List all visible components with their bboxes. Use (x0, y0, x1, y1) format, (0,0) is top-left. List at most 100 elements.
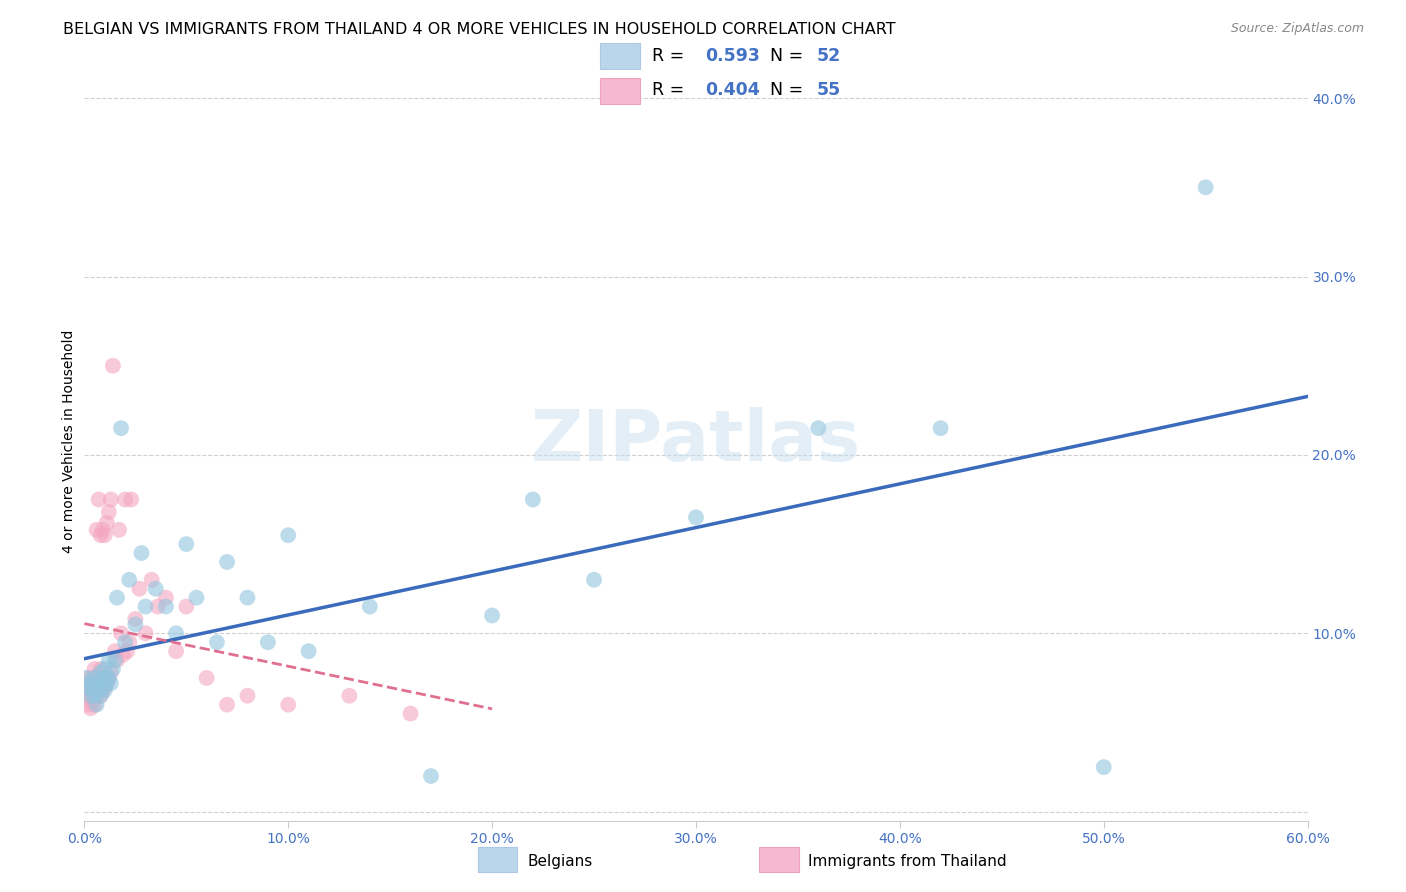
Point (96, 516, 118, 530)
Point (77, 698, 100, 712)
Point (97, 653, 120, 667)
Point (100, 665, 122, 680)
Point (91, 671, 114, 685)
Point (174, 599, 197, 614)
Point (82, 683, 104, 698)
Point (86, 523, 108, 537)
Y-axis label: 4 or more Vehicles in Household: 4 or more Vehicles in Household (62, 330, 76, 553)
Point (87, 683, 110, 698)
Text: N =: N = (770, 81, 808, 99)
Text: R =: R = (652, 46, 690, 65)
Point (155, 591, 177, 605)
Point (128, 582, 150, 596)
Point (96, 676, 118, 690)
FancyBboxPatch shape (600, 44, 640, 69)
Text: 0.593: 0.593 (704, 46, 759, 65)
Point (96, 676, 118, 690)
FancyBboxPatch shape (600, 78, 640, 104)
Point (257, 635, 280, 649)
Point (146, 599, 169, 614)
Point (124, 617, 146, 632)
Point (165, 626, 187, 640)
Point (277, 698, 299, 712)
Point (114, 492, 136, 507)
Point (93, 671, 115, 685)
Text: 55: 55 (817, 81, 841, 99)
Point (115, 644, 138, 658)
Point (82, 671, 104, 685)
Point (75, 671, 97, 685)
Point (1092, 760, 1115, 774)
Point (359, 599, 381, 614)
Point (236, 591, 259, 605)
Point (77, 689, 100, 703)
Point (77, 671, 100, 685)
Point (93, 680, 115, 694)
Point (112, 648, 135, 662)
Point (87, 492, 110, 507)
Point (75, 683, 97, 698)
Point (77, 680, 100, 694)
Point (100, 676, 122, 690)
Point (195, 671, 218, 685)
Point (90, 689, 112, 703)
Point (90, 662, 112, 676)
Point (91, 523, 114, 537)
Point (83, 689, 105, 703)
Point (135, 626, 157, 640)
Point (90, 689, 112, 703)
Point (399, 706, 422, 721)
Point (186, 591, 208, 605)
Point (97, 505, 120, 519)
Point (174, 537, 197, 551)
Point (141, 573, 163, 587)
Point (685, 510, 707, 524)
Point (86, 698, 108, 712)
Point (79, 689, 101, 703)
Point (481, 608, 503, 623)
Point (165, 644, 187, 658)
Point (236, 689, 259, 703)
Point (105, 591, 128, 605)
Text: 0.404: 0.404 (704, 81, 759, 99)
Point (93, 662, 115, 676)
Point (298, 644, 321, 658)
Point (100, 492, 122, 507)
Point (87, 676, 110, 690)
Text: N =: N = (770, 46, 808, 65)
Point (217, 698, 239, 712)
Point (118, 573, 141, 587)
Point (807, 421, 830, 435)
Text: ZIPatlas: ZIPatlas (531, 407, 860, 476)
Point (87, 676, 110, 690)
Point (86, 689, 108, 703)
Point (96, 671, 118, 685)
Point (583, 573, 606, 587)
Text: Immigrants from Thailand: Immigrants from Thailand (808, 855, 1007, 869)
Point (90, 528, 112, 542)
Point (110, 626, 132, 640)
Point (124, 612, 146, 626)
Text: R =: R = (652, 81, 690, 99)
Point (217, 555, 239, 569)
Point (110, 421, 132, 435)
Point (135, 599, 157, 614)
Point (114, 635, 136, 649)
Point (339, 689, 361, 703)
Point (93, 528, 115, 542)
Text: 52: 52 (817, 46, 841, 65)
Point (522, 492, 544, 507)
Point (104, 653, 127, 667)
Text: BELGIAN VS IMMIGRANTS FROM THAILAND 4 OR MORE VEHICLES IN HOUSEHOLD CORRELATION : BELGIAN VS IMMIGRANTS FROM THAILAND 4 OR… (63, 22, 896, 37)
Point (83, 671, 105, 685)
Point (108, 523, 131, 537)
Point (83, 683, 105, 698)
Point (277, 528, 299, 542)
Point (83, 698, 105, 712)
Point (1195, 180, 1218, 194)
Point (105, 653, 128, 667)
Point (929, 421, 952, 435)
Point (79, 680, 101, 694)
Point (82, 694, 104, 708)
Point (93, 683, 115, 698)
